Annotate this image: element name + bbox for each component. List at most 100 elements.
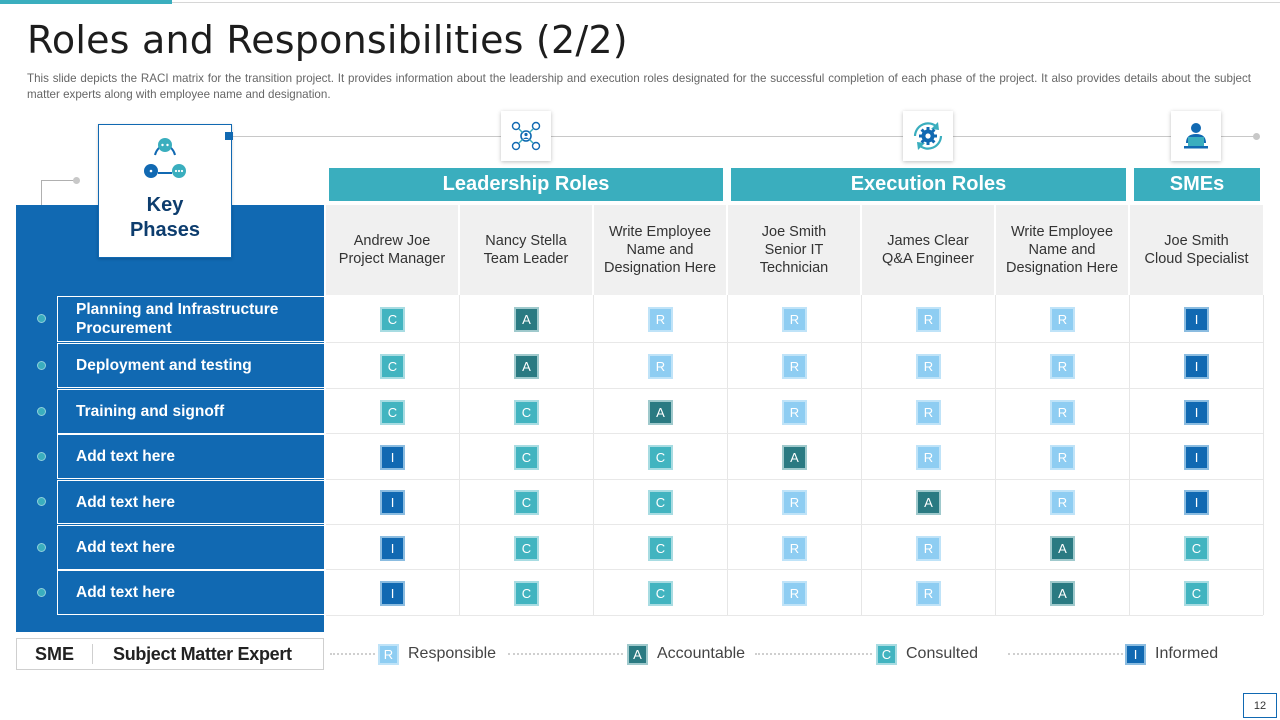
raci-cell: A bbox=[1050, 580, 1075, 606]
raci-cell: I bbox=[380, 444, 405, 470]
legend-dotted-line bbox=[755, 653, 872, 655]
raci-cell: A bbox=[782, 444, 807, 470]
phase-row: Add text here bbox=[57, 480, 324, 524]
employee-name: Write Employee Name and bbox=[1010, 224, 1114, 258]
legend-consulted: C Consulted bbox=[876, 642, 978, 666]
column-header: James Clear Q&A Engineer bbox=[862, 205, 994, 295]
timeline-dot bbox=[37, 451, 46, 461]
raci-cell: A bbox=[648, 399, 673, 425]
raci-cell: C bbox=[1184, 535, 1209, 561]
raci-cell: C bbox=[648, 490, 673, 515]
sme-legend: SME Subject Matter Expert bbox=[16, 638, 324, 670]
legend-dotted-line bbox=[330, 653, 375, 655]
raci-cell: C bbox=[1184, 580, 1209, 606]
raci-cell: C bbox=[380, 307, 405, 332]
raci-cell: C bbox=[648, 535, 673, 561]
legend-label: Consulted bbox=[906, 645, 979, 662]
gear-cycle-icon bbox=[903, 111, 953, 161]
timeline-dot bbox=[37, 314, 46, 323]
grid-line bbox=[326, 433, 1263, 434]
raci-cell: C bbox=[514, 444, 539, 470]
grid-line bbox=[727, 295, 728, 615]
phase-label: Add text here bbox=[76, 539, 176, 556]
raci-cell: R bbox=[782, 580, 807, 606]
employee-role: Team Leader bbox=[483, 251, 569, 267]
key-card-corner bbox=[225, 132, 233, 140]
raci-cell: C bbox=[514, 535, 539, 561]
raci-cell: I bbox=[1184, 399, 1209, 425]
phase-row: Planning and Infrastructure Procurement bbox=[57, 296, 324, 342]
raci-cell: R bbox=[916, 399, 941, 425]
employee-role: Project Manager bbox=[338, 251, 446, 267]
grid-line bbox=[326, 388, 1263, 389]
raci-cell: R bbox=[648, 307, 673, 332]
column-header: Joe Smith Senior IT Technician bbox=[728, 205, 860, 295]
raci-cell: R bbox=[1050, 444, 1075, 470]
raci-cell: R bbox=[916, 444, 941, 470]
phase-row: Add text here bbox=[57, 570, 324, 615]
raci-cell: I bbox=[1184, 307, 1209, 332]
grid-line bbox=[326, 569, 1263, 570]
raci-cell: C bbox=[514, 399, 539, 425]
phase-label: Add text here bbox=[76, 448, 176, 465]
raci-cell: C bbox=[648, 444, 673, 470]
employee-name: James Clear bbox=[887, 233, 969, 249]
employee-role: Designation Here bbox=[603, 260, 717, 276]
legend-responsible: R Responsible bbox=[378, 642, 496, 666]
phase-row: Deployment and testing bbox=[57, 343, 324, 388]
group-leadership-roles: Leadership Roles bbox=[329, 168, 723, 201]
timeline-dot bbox=[37, 406, 46, 416]
raci-cell: I bbox=[1184, 490, 1209, 515]
raci-cell: R bbox=[1050, 490, 1075, 515]
raci-cell: R bbox=[916, 353, 941, 379]
grid-line bbox=[326, 524, 1263, 525]
sme-full-name: Subject Matter Expert bbox=[113, 643, 292, 664]
legend-dotted-line bbox=[508, 653, 623, 655]
employee-name: Andrew Joe bbox=[353, 233, 431, 249]
grid-line bbox=[861, 295, 862, 615]
page-number: 12 bbox=[1243, 693, 1277, 718]
legend-accountable: A Accountable bbox=[627, 642, 745, 666]
employee-name: Write Employee Name and bbox=[608, 224, 712, 258]
legend-dotted-line bbox=[1008, 653, 1123, 655]
timeline-branch bbox=[41, 180, 76, 181]
phase-row: Add text here bbox=[57, 525, 324, 570]
raci-cell: R bbox=[916, 535, 941, 561]
legend-label: Informed bbox=[1155, 645, 1219, 662]
phase-row: Add text here bbox=[57, 434, 324, 479]
employee-name: Nancy Stella bbox=[485, 233, 567, 249]
column-header: Write Employee Name and Designation Here bbox=[594, 205, 726, 295]
column-header: Write Employee Name and Designation Here bbox=[996, 205, 1128, 295]
phase-label: Training and signoff bbox=[76, 403, 225, 420]
grid-line bbox=[326, 342, 1263, 343]
phase-label: Add text here bbox=[76, 493, 176, 511]
raci-cell: R bbox=[1050, 307, 1075, 332]
person-laptop-icon bbox=[1171, 111, 1221, 161]
raci-cell: C bbox=[514, 580, 539, 606]
grid-line bbox=[593, 295, 594, 615]
raci-cell: C bbox=[648, 580, 673, 606]
grid-line bbox=[1129, 295, 1130, 615]
raci-cell: R bbox=[782, 535, 807, 561]
timeline-dot bbox=[37, 360, 46, 370]
raci-cell: I bbox=[1184, 444, 1209, 470]
phase-row: Training and signoff bbox=[57, 389, 324, 434]
raci-cell: R bbox=[1050, 399, 1075, 425]
legend-informed: I Informed bbox=[1125, 642, 1218, 666]
phase-label: Deployment and testing bbox=[76, 357, 252, 374]
header-connector-line bbox=[232, 136, 1257, 137]
legend-badge: C bbox=[876, 643, 897, 665]
raci-cell: R bbox=[782, 307, 807, 332]
legend-badge: R bbox=[378, 643, 399, 665]
column-header: Andrew Joe Project Manager bbox=[326, 205, 458, 295]
page-subtitle: This slide depicts the RACI matrix for t… bbox=[27, 72, 1251, 101]
raci-cell: C bbox=[380, 399, 405, 425]
raci-cell: I bbox=[1184, 353, 1209, 379]
raci-cell: A bbox=[514, 307, 539, 332]
raci-cell: R bbox=[782, 353, 807, 379]
timeline-dot bbox=[37, 542, 46, 552]
group-execution-roles: Execution Roles bbox=[731, 168, 1126, 201]
employee-name: Joe Smith bbox=[1164, 233, 1229, 249]
employee-name: Joe Smith Senior IT bbox=[761, 224, 827, 258]
raci-cell: R bbox=[648, 353, 673, 379]
